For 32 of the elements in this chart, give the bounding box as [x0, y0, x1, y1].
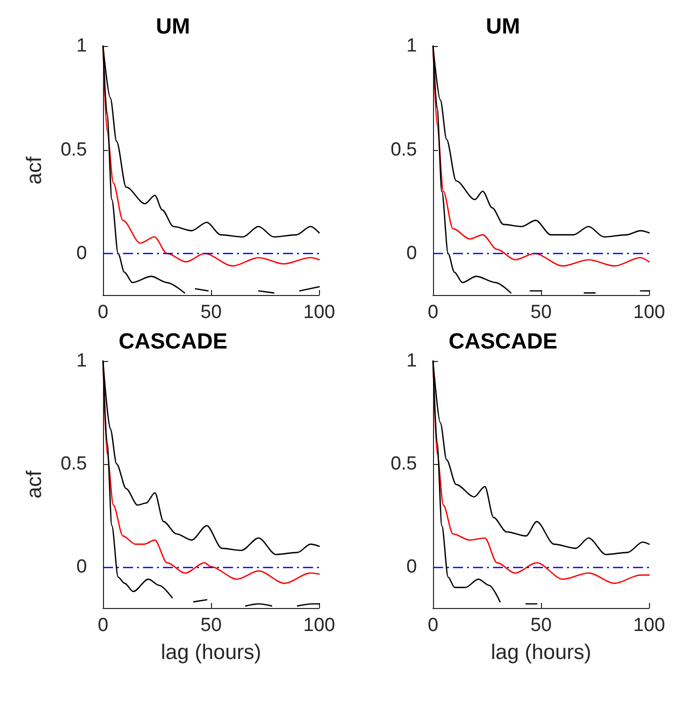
y-tick-label: 1 — [76, 350, 87, 372]
x-tick-label: 50 — [200, 302, 222, 323]
x-tick-label: 50 — [200, 615, 222, 636]
x-tick-label: 100 — [633, 302, 665, 323]
chart-title: UM — [486, 14, 520, 38]
y-tick-label: 1 — [406, 350, 417, 372]
x-tick-label: 100 — [303, 302, 335, 323]
y-axis-title: acf — [23, 470, 46, 499]
x-axis-title: lag (hours) — [490, 641, 592, 664]
x-tick-label: 0 — [428, 302, 438, 323]
y-tick-label: 0.5 — [390, 453, 417, 474]
y-tick-label: 0 — [406, 243, 417, 264]
y-tick-label: 0.5 — [60, 139, 87, 160]
x-tick-label: 50 — [530, 615, 552, 636]
chart-title: UM — [156, 14, 190, 38]
x-tick-label: 0 — [428, 615, 438, 636]
x-tick-label: 100 — [303, 615, 335, 636]
y-tick-label: 0 — [406, 556, 417, 578]
y-axis-title: acf — [23, 156, 46, 185]
y-tick-label: 1 — [76, 36, 87, 56]
y-tick-label: 0 — [76, 556, 87, 578]
chart-title: CASCADE — [118, 328, 228, 354]
x-tick-label: 50 — [530, 302, 552, 323]
y-tick-label: 0.5 — [390, 139, 417, 160]
y-tick-label: 0.5 — [60, 453, 87, 474]
x-axis-title: lag (hours) — [160, 641, 262, 664]
y-tick-label: 1 — [406, 36, 417, 56]
x-tick-label: 100 — [633, 615, 665, 636]
x-tick-label: 0 — [98, 302, 108, 323]
chart-title: CASCADE — [448, 328, 558, 354]
y-tick-label: 0 — [76, 243, 87, 264]
x-tick-label: 0 — [98, 615, 108, 636]
